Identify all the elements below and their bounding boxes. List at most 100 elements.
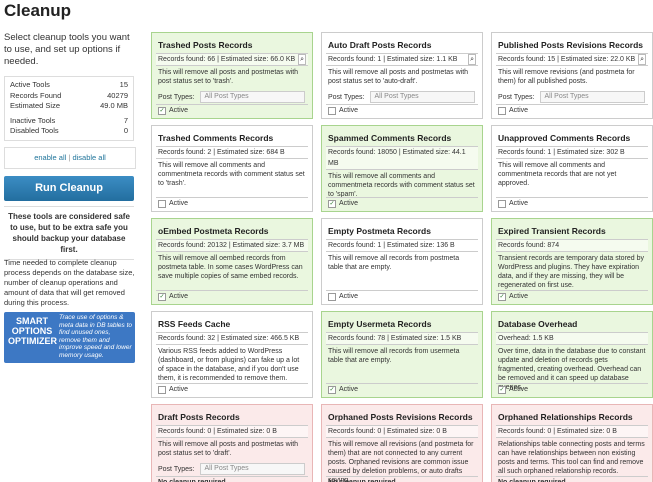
warning-text: These tools are considered safe to use, …	[4, 206, 134, 260]
tool-card: RSS Feeds Cache Records found: 32 | Estim…	[151, 311, 313, 398]
active-checkbox[interactable]: ✓	[328, 200, 336, 208]
card-description: Transient records are temporary data sto…	[498, 255, 645, 289]
footer-text: No cleanup required	[498, 477, 566, 482]
card-description: This will remove all oembed records from…	[158, 255, 303, 280]
stats-text: Records found: 1 | Estimated size: 302 B	[498, 149, 625, 156]
tool-card: Auto Draft Posts Records Records found: 1…	[321, 32, 483, 119]
stat-row: Records Found 40279	[5, 91, 133, 102]
active-checkbox[interactable]: ✓	[328, 386, 336, 394]
card-stats: Records found: 1 | Estimated size: 1.1 K…	[326, 53, 478, 66]
active-checkbox[interactable]	[328, 107, 336, 115]
card-description: This will remove all posts and postmetas…	[328, 69, 469, 85]
post-types-label: Post Types:	[498, 93, 535, 101]
footer-text: Active	[169, 107, 189, 114]
tool-card: Database Overhead Overhead: 1.5 KB Over ti…	[491, 311, 653, 398]
stats-text: Records found: 1 | Estimated size: 136 B	[328, 242, 455, 249]
card-description: Over time, data in the database due to c…	[498, 348, 646, 391]
search-icon[interactable]: ⌕	[468, 54, 476, 65]
active-checkbox[interactable]	[158, 200, 166, 208]
active-checkbox[interactable]	[498, 200, 506, 208]
tool-card: Draft Posts Records Records found: 0 | Es…	[151, 404, 313, 482]
card-title: Orphaned Relationships Records	[498, 412, 633, 422]
tool-card: Trashed Comments Records Records found: 2…	[151, 125, 313, 212]
footer-text: Active	[339, 386, 359, 393]
card-stats: Records found: 874	[496, 239, 648, 252]
card-title: RSS Feeds Cache	[158, 319, 231, 329]
post-types-row: Post Types: All Post Types	[152, 462, 312, 476]
post-types-label: Post Types:	[328, 93, 365, 101]
card-footer: ✓ Active	[326, 383, 478, 396]
active-checkbox[interactable]	[158, 386, 166, 394]
stats-text: Records found: 18050 | Estimated size: 4…	[328, 149, 466, 167]
card-stats: Records found: 20132 | Estimated size: 3…	[156, 239, 308, 252]
post-types-select[interactable]: All Post Types	[540, 91, 646, 103]
footer-text: Active	[509, 107, 529, 114]
active-checkbox[interactable]: ✓	[498, 293, 506, 301]
post-types-select[interactable]: All Post Types	[200, 91, 306, 103]
stats-text: Records found: 0 | Estimated size: 0 B	[158, 428, 277, 435]
active-checkbox[interactable]: ✓	[498, 386, 506, 394]
post-types-select[interactable]: All Post Types	[200, 463, 306, 475]
footer-text: Active	[339, 107, 359, 114]
tool-card: Expired Transient Records Records found: …	[491, 218, 653, 305]
card-title: Trashed Posts Records	[158, 40, 253, 50]
time-note: Time needed to complete cleanup process …	[4, 258, 135, 307]
card-title: Orphaned Posts Revisions Records	[328, 412, 473, 422]
tool-card: oEmbed Postmeta Records Records found: 20…	[151, 218, 313, 305]
card-description: This will remove all comments and commen…	[328, 173, 475, 198]
card-title: Unapproved Comments Records	[498, 133, 631, 143]
card-title: Spammed Comments Records	[328, 133, 452, 143]
card-footer: ✓ Active	[156, 290, 308, 303]
active-checkbox[interactable]: ✓	[158, 107, 166, 115]
footer-text: Active	[339, 293, 359, 300]
footer-text: Active	[169, 386, 189, 393]
ad-text: Trace use of options & meta data in DB t…	[59, 314, 132, 359]
card-footer: ✓ Active	[156, 104, 308, 117]
card-stats: Records found: 1 | Estimated size: 136 B	[326, 239, 478, 252]
stats-text: Records found: 874	[498, 242, 560, 249]
stat-value: 7	[123, 115, 128, 125]
disable-all-link[interactable]: disable all	[72, 153, 106, 162]
footer-text: Active	[509, 386, 529, 393]
tool-card: Published Posts Revisions Records Records…	[491, 32, 653, 119]
stats-text: Records found: 20132 | Estimated size: 3…	[158, 242, 305, 249]
stat-value: 49.0 MB	[100, 101, 128, 110]
card-title: Database Overhead	[498, 319, 578, 329]
card-title: Expired Transient Records	[498, 226, 606, 236]
card-stats: Records found: 18050 | Estimated size: 4…	[326, 146, 478, 170]
stat-value: 40279	[107, 90, 128, 100]
card-footer: No cleanup required	[326, 476, 478, 482]
post-types-select[interactable]: All Post Types	[370, 91, 476, 103]
card-footer: ✓ Active	[496, 290, 648, 303]
stats-text: Records found: 0 | Estimated size: 0 B	[328, 428, 447, 435]
card-stats: Records found: 0 | Estimated size: 0 B	[496, 425, 648, 438]
stat-label: Active Tools	[10, 80, 50, 89]
card-description: This will remove all comments and commen…	[498, 162, 617, 187]
footer-text: Active	[509, 200, 529, 207]
tool-card: Unapproved Comments Records Records found…	[491, 125, 653, 212]
card-title: Empty Usermeta Records	[328, 319, 432, 329]
tool-card: Empty Postmeta Records Records found: 1 |…	[321, 218, 483, 305]
card-footer: Active	[496, 197, 648, 210]
card-title: Trashed Comments Records	[158, 133, 274, 143]
intro-text: Select cleanup tools you want to use, an…	[4, 32, 130, 67]
active-checkbox[interactable]	[328, 293, 336, 301]
active-checkbox[interactable]: ✓	[158, 293, 166, 301]
footer-text: Active	[339, 200, 359, 207]
stat-value: 15	[119, 80, 128, 89]
card-description: This will remove all posts and postmetas…	[158, 441, 299, 457]
card-footer: ✓ Active	[326, 197, 478, 210]
card-footer: Active	[156, 197, 308, 210]
search-icon[interactable]: ⌕	[298, 54, 306, 65]
stats-text: Records found: 32 | Estimated size: 466.…	[158, 335, 300, 342]
stat-label: Inactive Tools	[10, 115, 56, 125]
footer-text: No cleanup required	[328, 477, 396, 482]
enable-all-link[interactable]: enable all	[34, 153, 67, 162]
search-icon[interactable]: ⌕	[638, 54, 646, 65]
stat-row: Disabled Tools 0	[5, 126, 133, 137]
active-checkbox[interactable]	[498, 107, 506, 115]
run-cleanup-button[interactable]: Run Cleanup	[4, 176, 134, 201]
tool-card: Spammed Comments Records Records found: 1…	[321, 125, 483, 212]
tool-card: Empty Usermeta Records Records found: 78 …	[321, 311, 483, 398]
ad-banner[interactable]: SMART OPTIONS OPTIMIZER Trace use of opt…	[4, 312, 135, 363]
